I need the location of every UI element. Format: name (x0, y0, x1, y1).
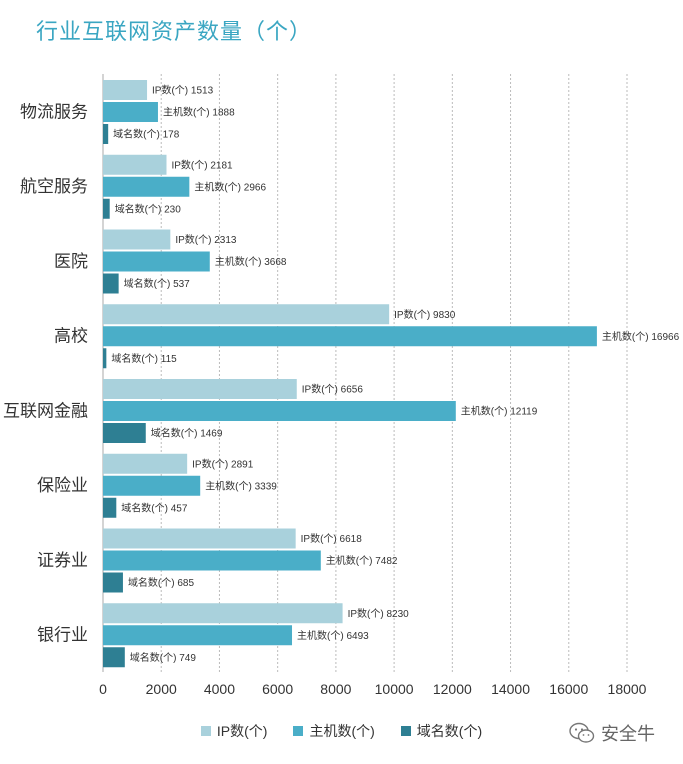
x-tick-label-8: 16000 (549, 681, 588, 697)
bar-label-4-0: IP数(个) 6656 (302, 383, 364, 396)
bar-label-6-1: 主机数(个) 7482 (326, 554, 398, 567)
bar-label-0-1: 主机数(个) 1888 (163, 106, 235, 119)
bar-label-2-1: 主机数(个) 3668 (215, 255, 287, 268)
bar-0-0 (103, 80, 148, 100)
x-tick-label-3: 6000 (262, 681, 293, 697)
x-tick-label-4: 8000 (320, 681, 351, 697)
legend: IP数(个) 主机数(个) 域名数(个) (0, 721, 683, 741)
bar-label-5-1: 主机数(个) 3339 (205, 479, 277, 492)
bar-4-0 (103, 379, 297, 399)
bar-label-2-0: IP数(个) 2313 (175, 233, 237, 246)
x-tick-label-0: 0 (99, 681, 107, 697)
bar-3-2 (103, 348, 107, 369)
bar-7-1 (103, 625, 293, 646)
bar-label-4-1: 主机数(个) 12119 (461, 405, 538, 418)
x-tick-label-9: 18000 (608, 681, 647, 697)
bar-label-7-0: IP数(个) 8230 (348, 607, 410, 620)
category-label-6: 证券业 (37, 551, 88, 570)
bar-label-0-0: IP数(个) 1513 (152, 84, 214, 97)
bar-label-4-2: 域名数(个) 1469 (151, 427, 223, 440)
x-tick-label-1: 2000 (146, 681, 177, 697)
bar-7-2 (103, 647, 125, 668)
bar-label-2-2: 域名数(个) 537 (124, 277, 191, 290)
x-tick-label-6: 12000 (433, 681, 472, 697)
bar-chart: 0 2000 4000 6000 8000 10000 12000 14000 16000 180… (3, 74, 680, 697)
legend-label: 主机数(个) (309, 723, 375, 739)
bar-label-5-2: 域名数(个) 457 (121, 501, 188, 514)
bar-label-5-0: IP数(个) 2891 (192, 457, 254, 470)
x-tick-label-2: 4000 (204, 681, 235, 697)
legend-swatch (400, 726, 411, 736)
watermark: 安全牛 (569, 720, 655, 746)
category-label-3: 高校 (54, 327, 88, 346)
bar-0-1 (103, 102, 158, 122)
bar-label-0-2: 域名数(个) 178 (113, 128, 180, 141)
bar-label-3-1: 主机数(个) 16966 (602, 330, 680, 343)
x-tick-label-7: 14000 (491, 681, 530, 697)
category-label-2: 医院 (54, 252, 88, 271)
bar-label-3-0: IP数(个) 9830 (394, 308, 456, 321)
bar-2-1 (103, 251, 210, 272)
bar-label-7-2: 域名数(个) 749 (130, 651, 197, 664)
bar-1-2 (103, 198, 110, 219)
bar-5-0 (103, 453, 188, 474)
legend-item-0: IP数(个) (200, 721, 268, 741)
legend-label: IP数(个) (216, 723, 268, 739)
bar-5-2 (103, 497, 117, 518)
wechat-icon (569, 722, 595, 743)
bar-3-1 (103, 326, 597, 347)
bar-4-2 (103, 423, 146, 443)
bar-7-0 (103, 603, 343, 624)
x-tick-label-5: 10000 (375, 681, 414, 697)
category-label-1: 航空服务 (20, 177, 88, 196)
bar-label-7-1: 主机数(个) 6493 (297, 629, 369, 642)
bar-label-6-0: IP数(个) 6618 (301, 532, 363, 545)
bar-2-2 (103, 273, 119, 294)
bar-1-1 (103, 176, 190, 197)
bar-6-2 (103, 572, 123, 593)
legend-label: 域名数(个) (416, 723, 483, 739)
bar-label-6-2: 域名数(个) 685 (128, 576, 195, 589)
bar-label-1-1: 主机数(个) 2966 (194, 180, 266, 193)
legend-swatch (200, 726, 211, 736)
bar-label-1-2: 域名数(个) 230 (115, 202, 182, 215)
legend-swatch (293, 726, 304, 736)
bar-label-1-0: IP数(个) 2181 (171, 158, 233, 171)
bar-5-1 (103, 475, 201, 496)
bar-3-0 (103, 304, 390, 325)
category-label-4: 互联网金融 (3, 401, 88, 420)
bar-0-2 (103, 124, 109, 144)
category-label-7: 银行业 (37, 626, 88, 645)
bar-1-0 (103, 154, 167, 175)
bar-2-0 (103, 229, 171, 250)
legend-item-2: 域名数(个) (400, 721, 483, 741)
bar-6-0 (103, 528, 296, 549)
bar-4-1 (103, 401, 456, 421)
legend-item-1: 主机数(个) (293, 721, 375, 741)
bar-label-3-2: 域名数(个) 115 (111, 352, 177, 365)
category-label-0: 物流服务 (20, 102, 88, 121)
watermark-text: 安全牛 (601, 724, 655, 744)
bar-6-1 (103, 550, 321, 571)
chart-title: 行业互联网资产数量（个） (36, 19, 313, 44)
category-label-5: 保险业 (37, 476, 88, 495)
